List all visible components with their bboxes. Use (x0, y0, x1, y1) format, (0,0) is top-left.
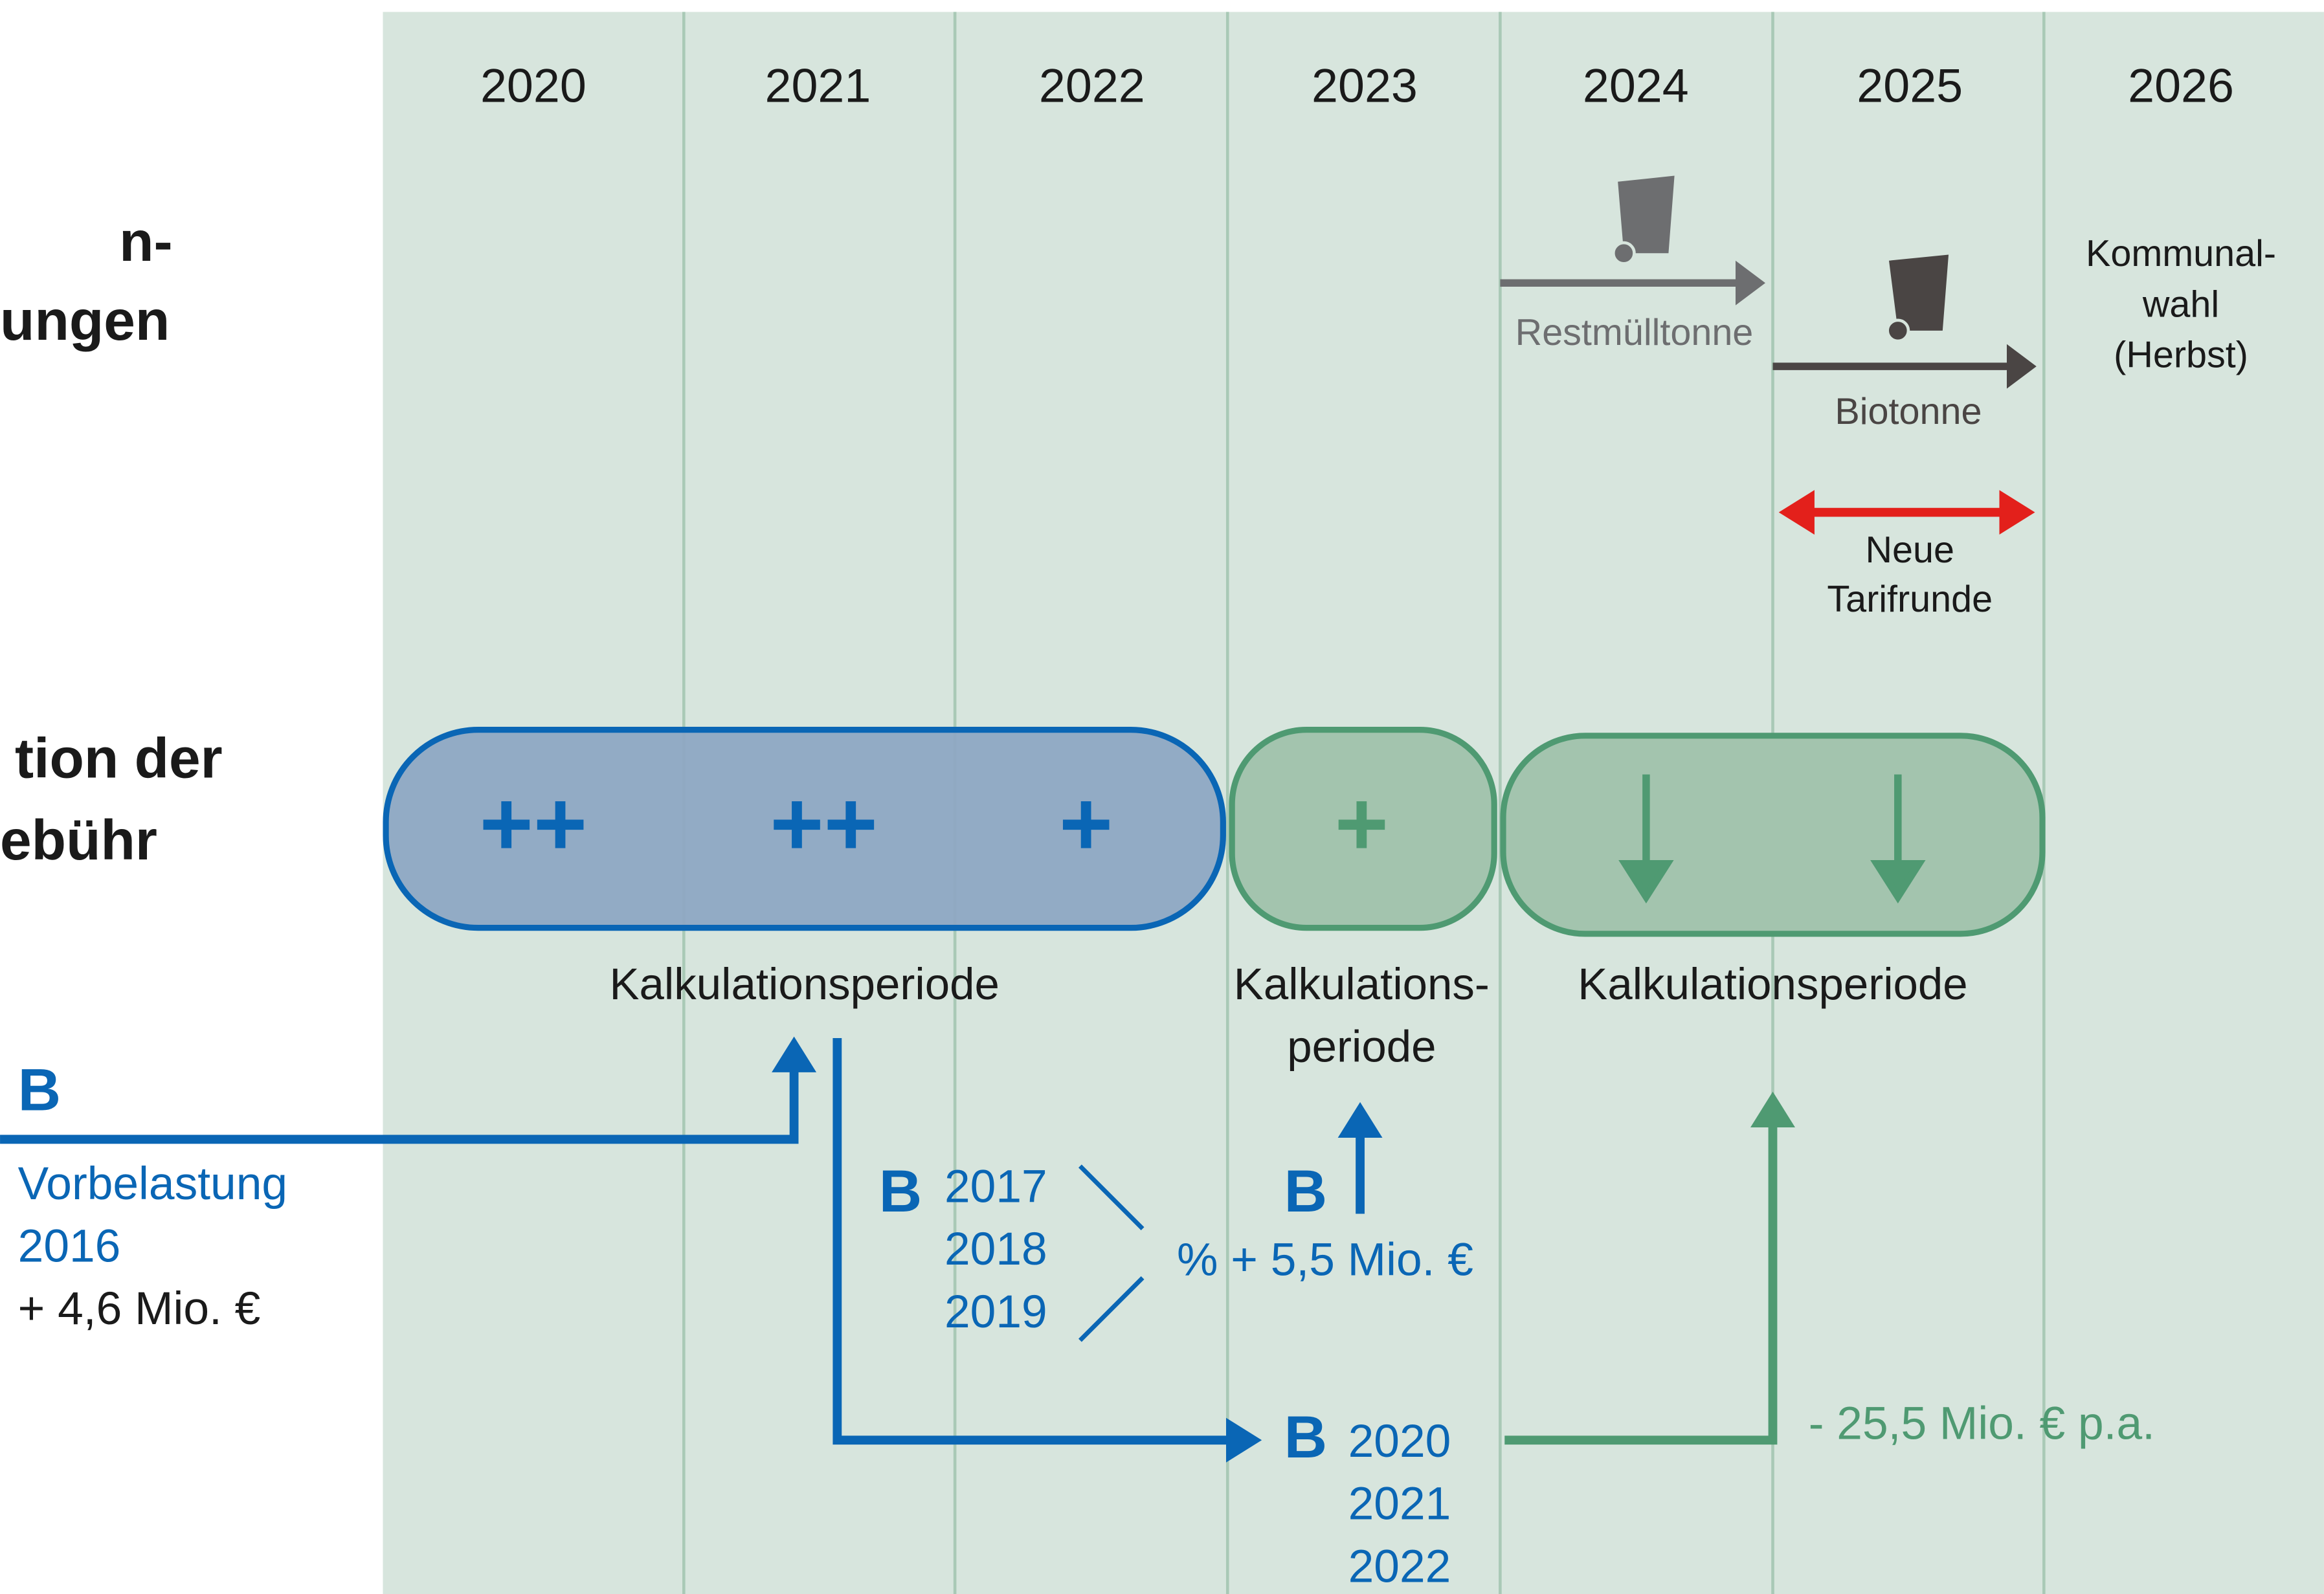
year: 2026 (2128, 59, 2234, 113)
year: 2025 (1857, 59, 1963, 113)
flow-line (1504, 1091, 1796, 1445)
letter: B (879, 1158, 922, 1224)
flow-text: 2022 (1348, 1540, 1451, 1592)
year: 2022 (1039, 59, 1145, 113)
bin-icon (1875, 243, 1949, 343)
period-box (1229, 726, 1497, 931)
letter: B (1284, 1404, 1327, 1470)
period-label: periode (1287, 1022, 1436, 1072)
year: 2020 (480, 59, 587, 113)
flow-text: - 25,5 Mio. € p.a. (1809, 1397, 2155, 1449)
flow-line (0, 1036, 817, 1144)
event-label: (Herbst) (2114, 334, 2248, 375)
event-label: wahl (2142, 283, 2219, 325)
flow-text: 2017 (944, 1161, 1047, 1213)
symbol: ++ (480, 773, 588, 876)
period-label: Kalkulationsperiode (610, 959, 1000, 1009)
bin-icon (1603, 164, 1675, 265)
row-label: ungen (0, 289, 170, 352)
year: 2023 (1312, 59, 1418, 113)
flow-line (832, 1037, 1262, 1463)
row-label: tion der (15, 726, 223, 790)
row-label: n- (119, 210, 173, 273)
flow-text: 2016 (18, 1221, 121, 1272)
flow-text: Vorbelastung (18, 1158, 287, 1210)
period-box (383, 726, 1226, 931)
letter: B (1284, 1158, 1327, 1224)
year: 2024 (1583, 59, 1689, 113)
letter: B (18, 1057, 61, 1124)
event-label: Restmülltonne (1515, 312, 1754, 353)
period-label: Kalkulationsperiode (1578, 959, 1967, 1009)
period-box (1500, 733, 2046, 937)
flow-text: + 4,6 Mio. € (18, 1283, 261, 1334)
symbol: ++ (770, 773, 878, 876)
symbol: + (1059, 773, 1113, 876)
brace (1078, 1164, 1145, 1342)
flow-text: 2020 (1348, 1415, 1451, 1467)
row-label: ebühr (0, 808, 157, 872)
down-arrows (1618, 774, 1926, 904)
symbol: + (1335, 773, 1389, 876)
event-label: Biotonne (1835, 391, 1982, 432)
flow-text: 2021 (1348, 1478, 1451, 1530)
event-label: Neue (1865, 529, 1954, 571)
period-label: Kalkulations- (1234, 959, 1490, 1009)
year: 2021 (765, 59, 871, 113)
flow-text: 2019 (944, 1286, 1047, 1338)
flow-text: 2018 (944, 1223, 1047, 1275)
event-label: Tarifrunde (1827, 579, 1993, 620)
flow-text: % + 5,5 Mio. € (1177, 1234, 1473, 1285)
event-label: Kommunal- (2086, 233, 2276, 274)
